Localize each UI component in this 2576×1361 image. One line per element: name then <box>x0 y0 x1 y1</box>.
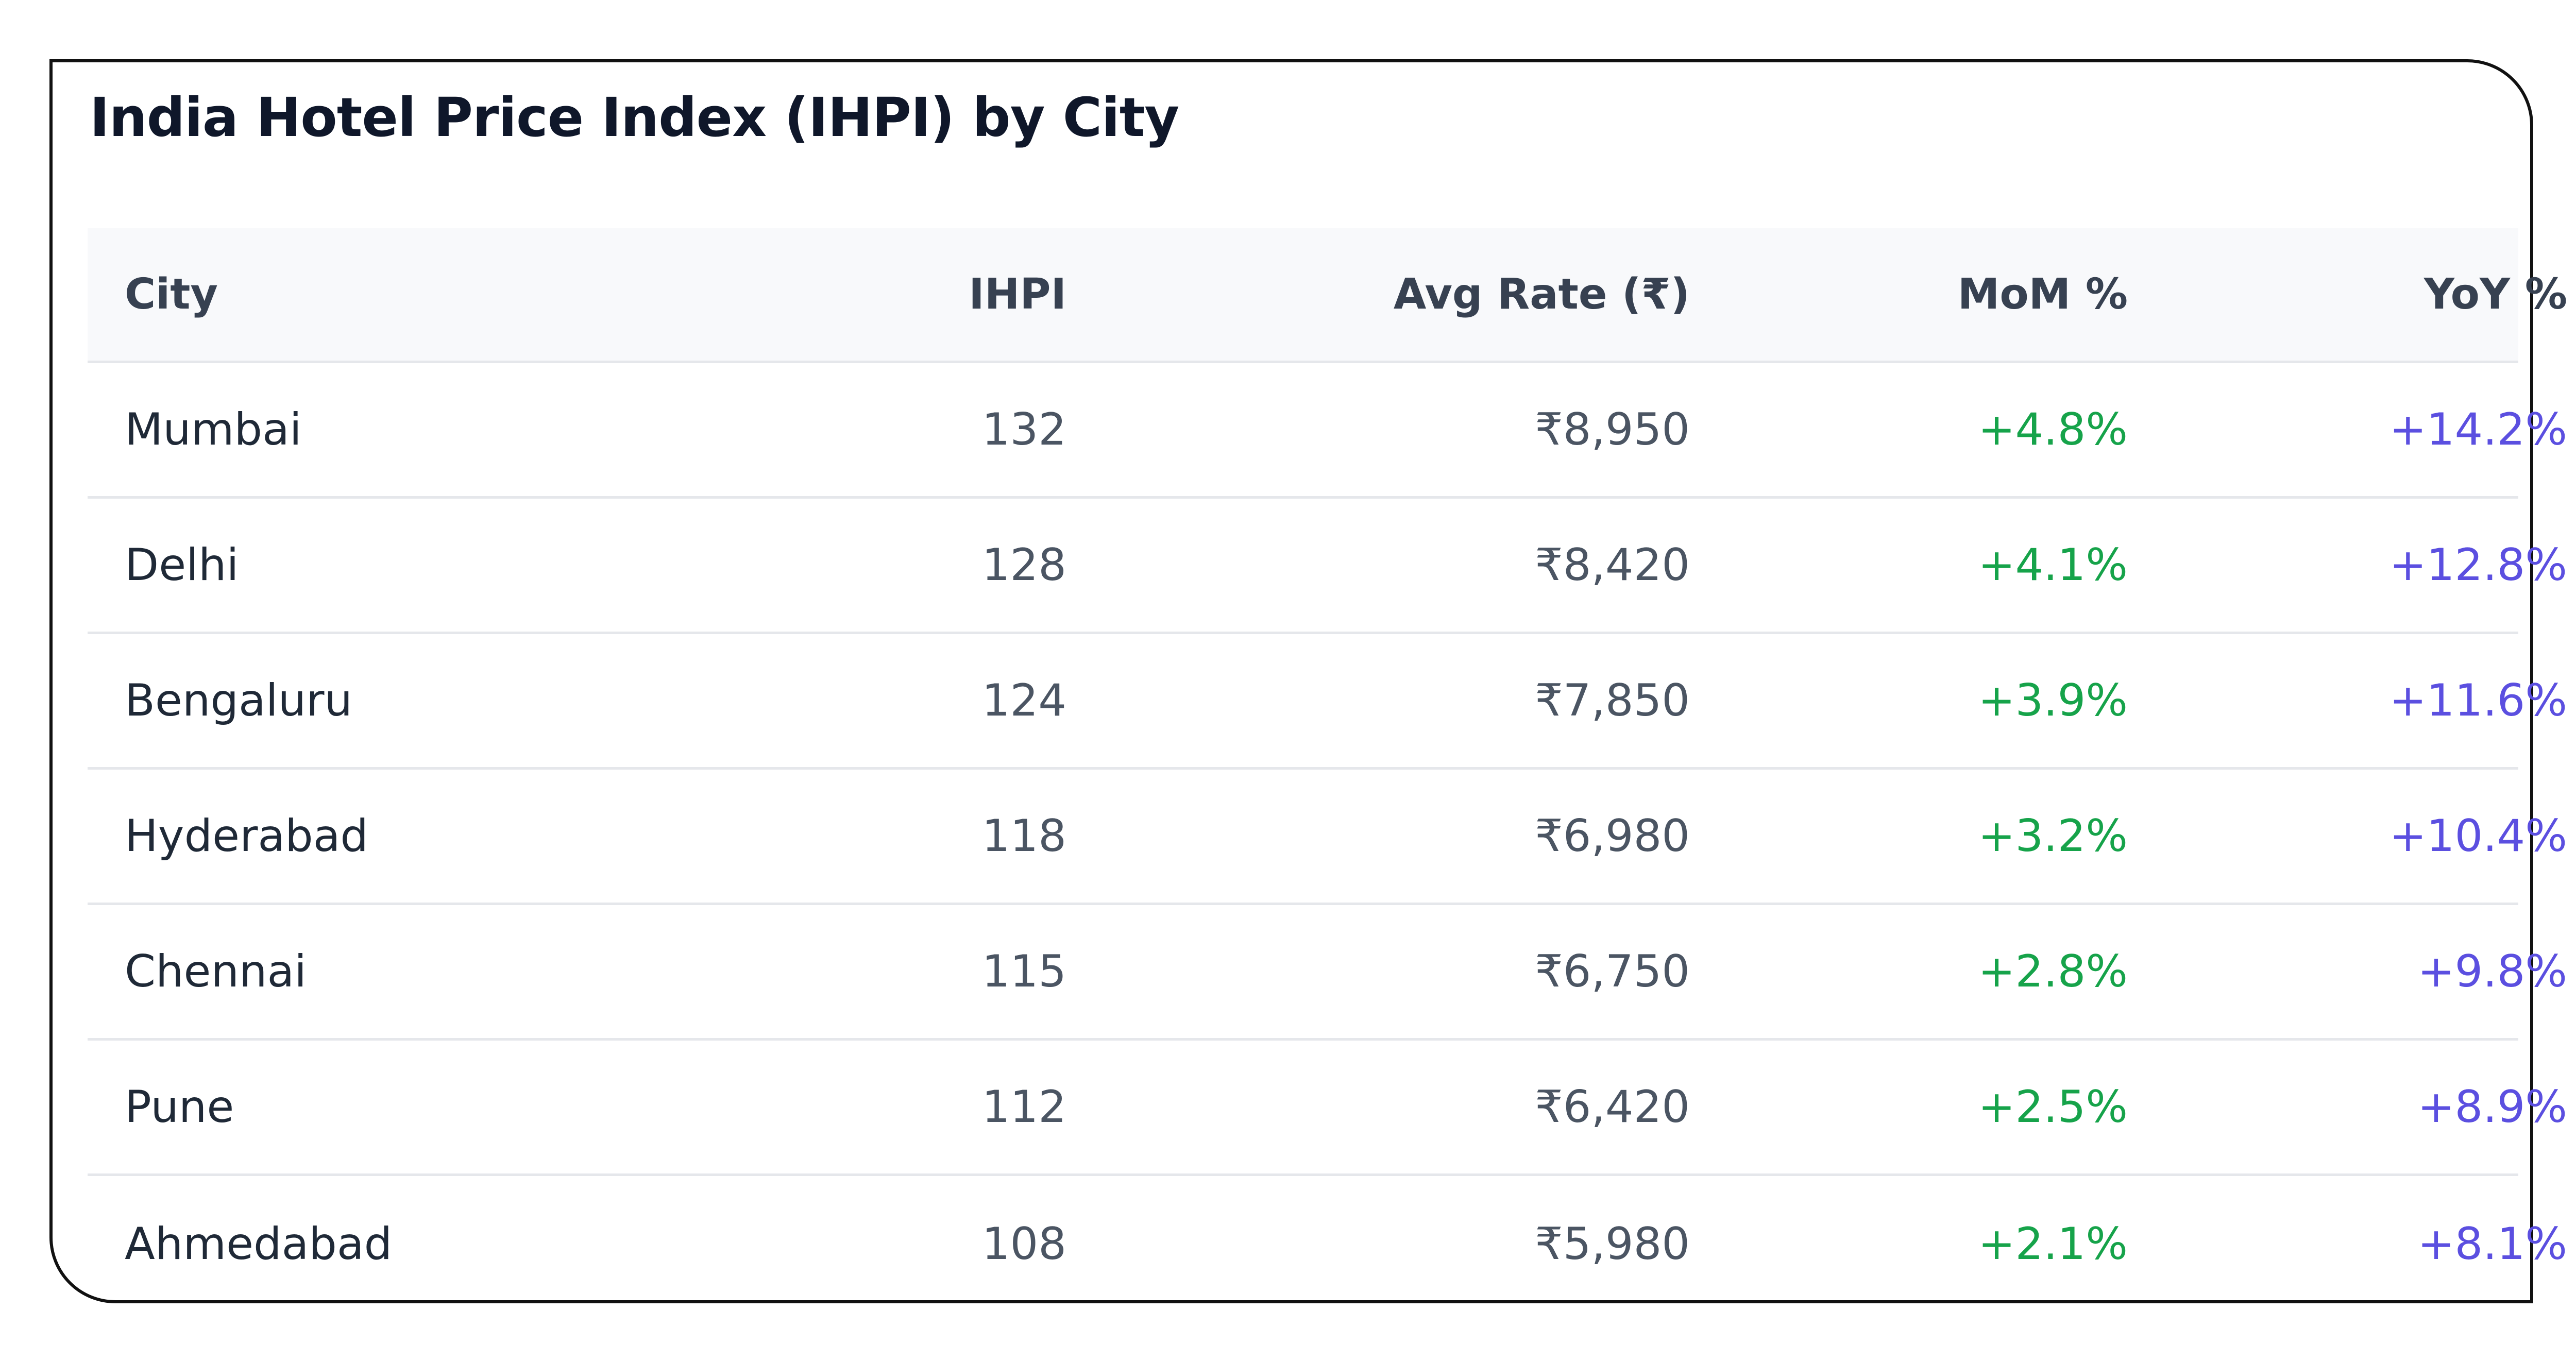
cell-ihpi: 112 <box>981 1081 1066 1133</box>
column-header-city[interactable]: City <box>125 270 218 319</box>
cell-mom: +3.2% <box>1978 810 2128 862</box>
cell-avg-rate: ₹6,420 <box>1535 1081 1690 1133</box>
cell-ihpi: 108 <box>981 1218 1066 1270</box>
cell-ihpi: 128 <box>981 539 1066 591</box>
cell-mom: +2.8% <box>1978 946 2128 997</box>
cell-city: Pune <box>125 1081 234 1133</box>
cell-city: Chennai <box>125 946 307 997</box>
column-header-mom[interactable]: MoM % <box>1957 270 2128 319</box>
column-header-yoy[interactable]: YoY % <box>2424 270 2567 319</box>
cell-city: Bengaluru <box>125 675 352 726</box>
cell-city: Delhi <box>125 539 239 591</box>
table-header-row: City IHPI Avg Rate (₹) MoM % YoY % <box>88 228 2567 363</box>
ihpi-table: City IHPI Avg Rate (₹) MoM % YoY % Mumba… <box>88 228 2567 1312</box>
cell-mom: +3.9% <box>1978 675 2128 726</box>
cell-yoy: +8.1% <box>2417 1218 2567 1270</box>
column-header-ihpi[interactable]: IHPI <box>969 270 1066 319</box>
column-header-avg-rate[interactable]: Avg Rate (₹) <box>1393 270 1690 319</box>
table-row: Bengaluru 124 ₹7,850 +3.9% +11.6% <box>88 634 2567 770</box>
table-body: Mumbai 132 ₹8,950 +4.8% +14.2% Delhi 128 ₹8,420… <box>88 363 2567 1312</box>
cell-yoy: +8.9% <box>2417 1081 2567 1133</box>
cell-avg-rate: ₹6,980 <box>1535 810 1690 862</box>
cell-mom: +4.1% <box>1978 539 2128 591</box>
ihpi-card: India Hotel Price Index (IHPI) by City C… <box>49 59 2567 1303</box>
table-row: Mumbai 132 ₹8,950 +4.8% +14.2% <box>88 363 2567 499</box>
cell-yoy: +10.4% <box>2389 810 2567 862</box>
cell-city: Hyderabad <box>125 810 368 862</box>
cell-avg-rate: ₹8,950 <box>1535 404 1690 455</box>
cell-yoy: +9.8% <box>2417 946 2567 997</box>
cell-mom: +2.1% <box>1978 1218 2128 1270</box>
cell-mom: +4.8% <box>1978 404 2128 455</box>
cell-avg-rate: ₹8,420 <box>1535 539 1690 591</box>
cell-avg-rate: ₹6,750 <box>1535 946 1690 997</box>
cell-city: Ahmedabad <box>125 1218 393 1270</box>
table-row: Ahmedabad 108 ₹5,980 +2.1% +8.1% <box>88 1176 2567 1312</box>
table-row: Chennai 115 ₹6,750 +2.8% +9.8% <box>88 905 2567 1041</box>
table-row: Pune 112 ₹6,420 +2.5% +8.9% <box>88 1041 2567 1176</box>
cell-yoy: +14.2% <box>2389 404 2567 455</box>
cell-avg-rate: ₹5,980 <box>1535 1218 1690 1270</box>
cell-ihpi: 115 <box>981 946 1066 997</box>
cell-mom: +2.5% <box>1978 1081 2128 1133</box>
cell-ihpi: 124 <box>981 675 1066 726</box>
cell-yoy: +11.6% <box>2389 675 2567 726</box>
chart-title: India Hotel Price Index (IHPI) by City <box>90 86 1179 149</box>
cell-avg-rate: ₹7,850 <box>1535 675 1690 726</box>
cell-yoy: +12.8% <box>2389 539 2567 591</box>
cell-ihpi: 118 <box>981 810 1066 862</box>
cell-city: Mumbai <box>125 404 302 455</box>
table-row: Delhi 128 ₹8,420 +4.1% +12.8% <box>88 499 2567 634</box>
table-row: Hyderabad 118 ₹6,980 +3.2% +10.4% <box>88 770 2567 905</box>
cell-ihpi: 132 <box>981 404 1066 455</box>
